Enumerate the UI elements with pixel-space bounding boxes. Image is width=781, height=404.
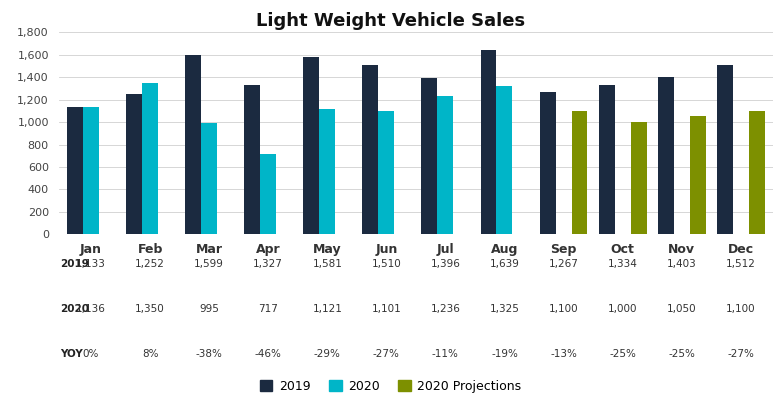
Text: 1,639: 1,639 <box>490 259 519 269</box>
Bar <box>480 50 497 234</box>
Bar <box>497 86 512 234</box>
Bar <box>658 77 674 234</box>
Bar <box>83 107 99 234</box>
Bar <box>630 122 647 234</box>
Text: -29%: -29% <box>314 349 341 359</box>
Bar <box>362 65 378 234</box>
Bar <box>303 57 319 234</box>
Text: 1,334: 1,334 <box>608 259 637 269</box>
Text: -25%: -25% <box>609 349 636 359</box>
Text: 995: 995 <box>199 304 219 314</box>
Text: 1,325: 1,325 <box>490 304 519 314</box>
Text: 1,267: 1,267 <box>548 259 579 269</box>
Text: 1,101: 1,101 <box>372 304 401 314</box>
Text: 1,100: 1,100 <box>726 304 755 314</box>
Text: -11%: -11% <box>432 349 459 359</box>
Text: 717: 717 <box>259 304 278 314</box>
Bar <box>717 65 733 234</box>
Bar <box>690 116 705 234</box>
Text: YOY: YOY <box>60 349 83 359</box>
Text: 1,350: 1,350 <box>135 304 165 314</box>
Text: 1,121: 1,121 <box>312 304 342 314</box>
Text: -27%: -27% <box>373 349 400 359</box>
Bar <box>378 111 394 234</box>
Bar <box>260 154 276 234</box>
Bar <box>599 84 615 234</box>
Legend: 2019, 2020, 2020 Projections: 2019, 2020, 2020 Projections <box>255 375 526 398</box>
Text: 1,396: 1,396 <box>430 259 460 269</box>
Text: 1,599: 1,599 <box>194 259 224 269</box>
Bar <box>749 111 765 234</box>
Text: 1,100: 1,100 <box>549 304 579 314</box>
Bar <box>244 85 260 234</box>
Bar <box>185 55 201 234</box>
Bar <box>540 92 555 234</box>
Text: -27%: -27% <box>727 349 754 359</box>
Text: 1,050: 1,050 <box>667 304 697 314</box>
Text: -38%: -38% <box>196 349 223 359</box>
Text: 0%: 0% <box>83 349 99 359</box>
Bar <box>319 109 335 234</box>
Text: -13%: -13% <box>550 349 577 359</box>
Text: 2019: 2019 <box>60 259 88 269</box>
Text: -19%: -19% <box>491 349 518 359</box>
Text: 1,133: 1,133 <box>76 259 106 269</box>
Bar <box>422 78 437 234</box>
Text: 1,512: 1,512 <box>726 259 756 269</box>
Bar <box>67 107 83 234</box>
Text: Light Weight Vehicle Sales: Light Weight Vehicle Sales <box>256 12 525 30</box>
Text: 1,403: 1,403 <box>667 259 697 269</box>
Text: 2020: 2020 <box>60 304 89 314</box>
Text: 1,510: 1,510 <box>372 259 401 269</box>
Bar <box>572 111 587 234</box>
Text: 1,252: 1,252 <box>135 259 165 269</box>
Text: 1,327: 1,327 <box>253 259 284 269</box>
Text: 1,136: 1,136 <box>76 304 106 314</box>
Text: 1,581: 1,581 <box>312 259 342 269</box>
Text: -46%: -46% <box>255 349 282 359</box>
Text: 8%: 8% <box>142 349 159 359</box>
Text: 1,236: 1,236 <box>430 304 460 314</box>
Text: -25%: -25% <box>669 349 695 359</box>
Bar <box>201 123 217 234</box>
Text: 1,000: 1,000 <box>608 304 637 314</box>
Bar <box>127 94 142 234</box>
Bar <box>437 96 454 234</box>
Bar <box>142 83 158 234</box>
